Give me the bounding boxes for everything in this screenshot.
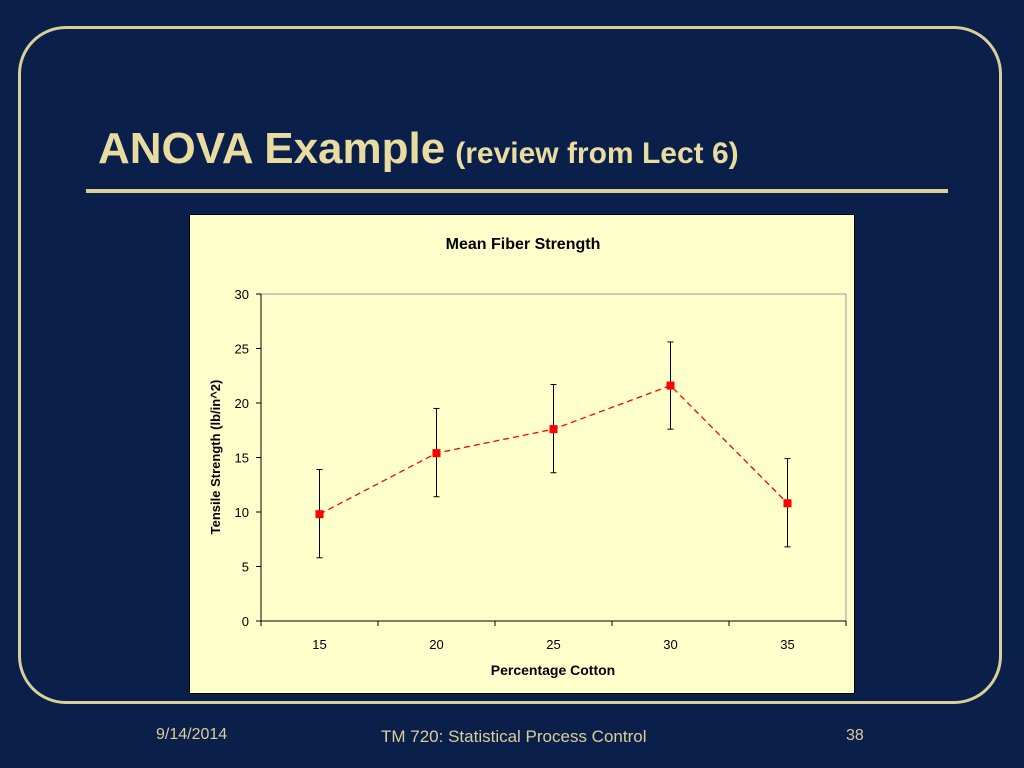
axis-ticks: 0 5 10 15 20 25 30 15 20 25 30 35 <box>235 287 847 652</box>
y-tick-label: 0 <box>242 614 249 629</box>
chart-title: Mean Fiber Strength <box>446 236 601 253</box>
y-tick-label: 30 <box>235 287 249 302</box>
y-tick-label: 25 <box>235 342 249 357</box>
chart-panel: Mean Fiber Strength Tensile Strength (lb… <box>189 214 855 694</box>
chart-svg: Mean Fiber Strength Tensile Strength (lb… <box>208 236 847 678</box>
y-tick-label: 15 <box>235 451 249 466</box>
y-tick-label: 10 <box>235 505 249 520</box>
data-point <box>783 499 792 508</box>
data-point <box>432 449 441 458</box>
footer-course: TM 720: Statistical Process Control <box>381 727 647 746</box>
data-point <box>315 510 324 519</box>
slide-title: ANOVA Example (review from Lect 6) <box>98 124 739 174</box>
x-tick-label: 25 <box>546 637 560 652</box>
data-point <box>549 425 558 434</box>
y-tick-label: 5 <box>242 560 249 575</box>
title-underline <box>86 189 948 193</box>
x-axis-label: Percentage Cotton <box>491 662 615 678</box>
x-tick-label: 20 <box>429 637 443 652</box>
x-tick-label: 35 <box>780 637 794 652</box>
footer-page-number: 38 <box>846 727 864 744</box>
y-tick-label: 20 <box>235 396 249 411</box>
slide-title-sub: (review from Lect 6) <box>455 137 739 170</box>
y-axis-label: Tensile Strength (lb/in^2) <box>208 380 223 535</box>
series-marks <box>315 341 792 559</box>
x-tick-label: 30 <box>663 637 677 652</box>
slide-frame <box>18 26 1002 704</box>
x-tick-label: 15 <box>312 637 326 652</box>
footer-date: 9/14/2014 <box>156 726 228 743</box>
slide-title-main: ANOVA Example <box>98 124 446 173</box>
data-point <box>666 381 675 390</box>
